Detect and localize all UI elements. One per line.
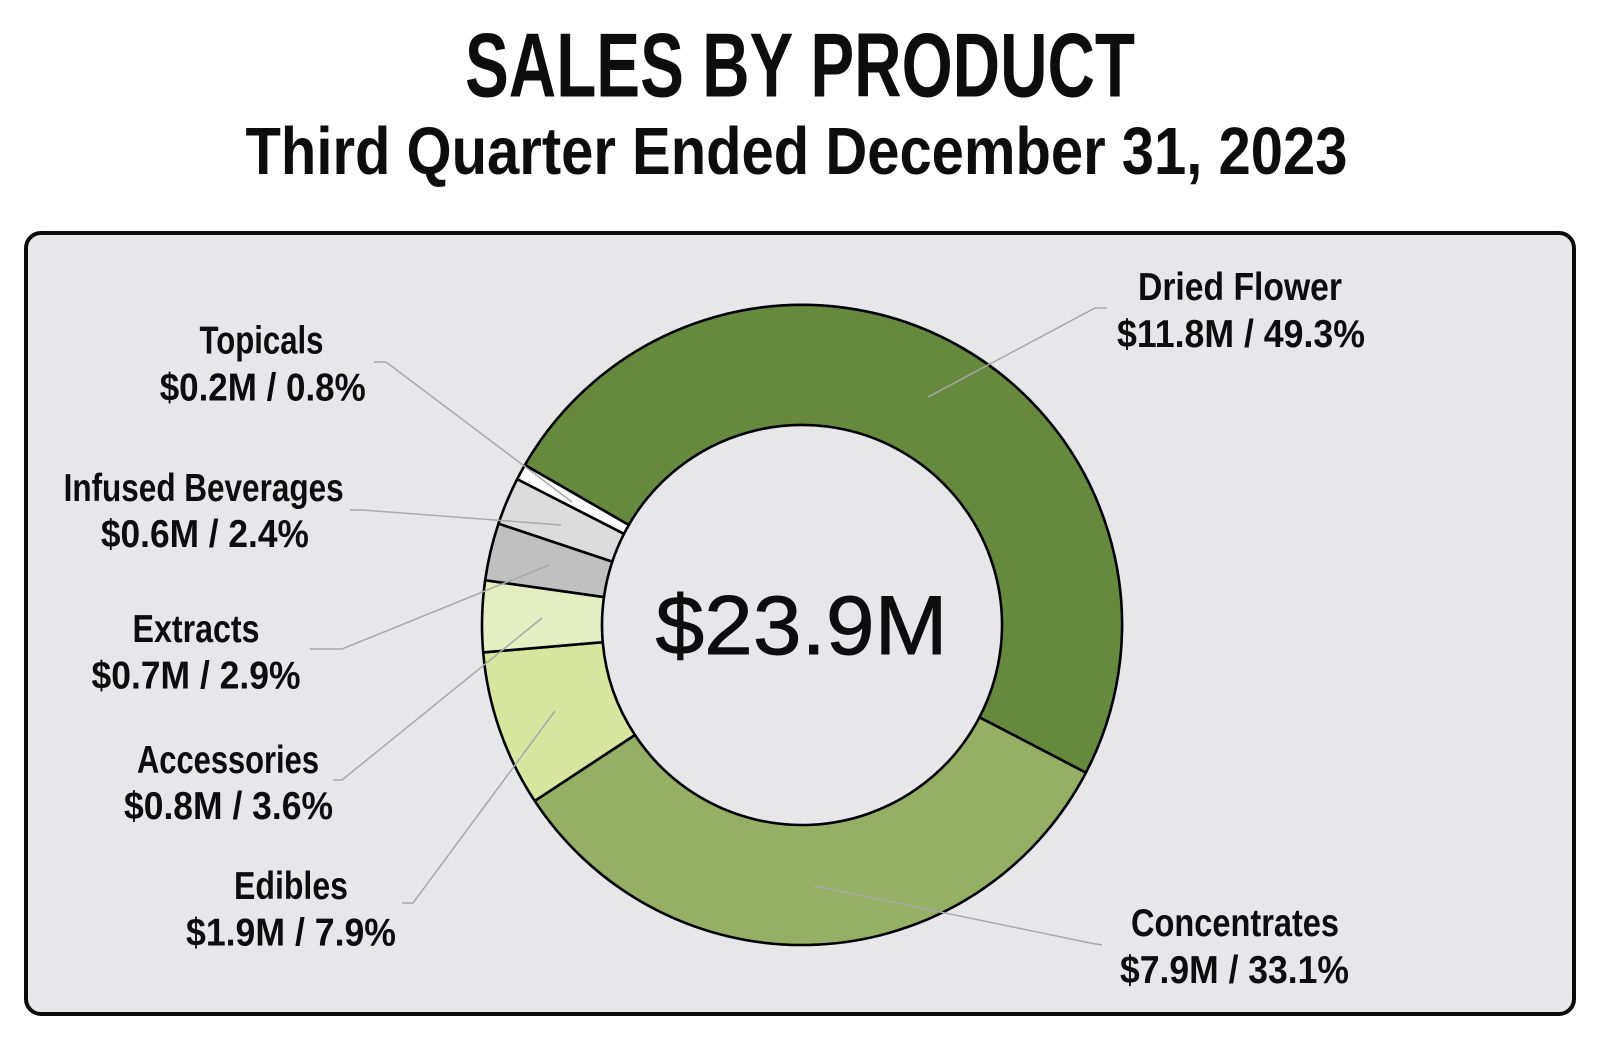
svg-text:$0.7M / 2.9%: $0.7M / 2.9% <box>92 655 301 698</box>
svg-text:Accessories: Accessories <box>137 739 319 782</box>
svg-text:Extracts: Extracts <box>133 608 260 651</box>
svg-text:Edibles: Edibles <box>234 865 348 908</box>
svg-text:Topicals: Topicals <box>200 319 324 362</box>
svg-text:$1.9M / 7.9%: $1.9M / 7.9% <box>186 912 396 955</box>
svg-text:$11.8M / 49.3%: $11.8M / 49.3% <box>1117 313 1365 356</box>
svg-text:$23.9M: $23.9M <box>656 578 948 672</box>
svg-text:SALES BY PRODUCT: SALES BY PRODUCT <box>465 16 1135 117</box>
svg-text:$0.8M / 3.6%: $0.8M / 3.6% <box>124 785 333 828</box>
svg-text:Dried Flower: Dried Flower <box>1138 266 1342 309</box>
svg-text:$7.9M / 33.1%: $7.9M / 33.1% <box>1120 949 1349 992</box>
svg-text:Third Quarter Ended December 3: Third Quarter Ended December 31, 2023 <box>246 114 1348 189</box>
svg-text:$0.6M / 2.4%: $0.6M / 2.4% <box>101 513 309 556</box>
svg-text:Concentrates: Concentrates <box>1131 902 1339 945</box>
svg-text:Infused Beverages: Infused Beverages <box>64 467 344 510</box>
svg-text:$0.2M / 0.8%: $0.2M / 0.8% <box>160 366 366 409</box>
